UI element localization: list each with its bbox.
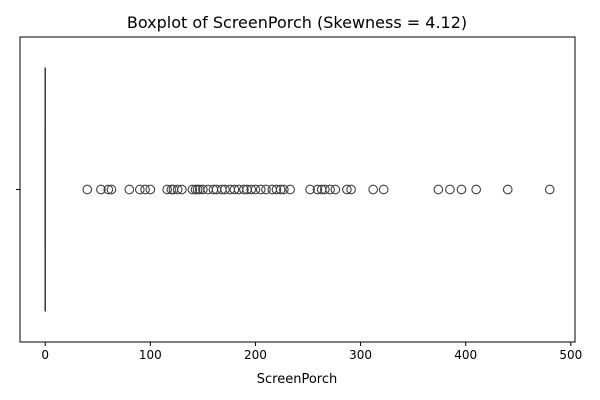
outlier-point <box>255 184 266 195</box>
x-axis-label: ScreenPorch <box>257 372 337 387</box>
outlier-point <box>445 184 455 195</box>
outlier-point <box>330 184 341 195</box>
outlier-point <box>198 184 208 195</box>
outlier-point <box>346 184 356 195</box>
outlier-point <box>319 184 330 195</box>
outlier-point <box>229 184 240 195</box>
outlier-point <box>378 184 389 195</box>
outlier-point <box>312 184 323 195</box>
chart-title: Boxplot of ScreenPorch (Skewness = 4.12) <box>127 13 467 32</box>
outlier-point <box>275 184 286 195</box>
outlier-point <box>134 184 145 195</box>
outlier-point <box>177 184 187 195</box>
x-tick-label: 100 <box>139 348 162 362</box>
outlier-point <box>145 184 156 195</box>
outlier-point <box>220 184 230 195</box>
outlier-point <box>172 184 183 195</box>
plot-area <box>44 67 555 312</box>
x-tick-label: 200 <box>244 348 267 362</box>
outlier-point <box>103 184 114 195</box>
outlier-point <box>471 184 482 195</box>
outlier-point <box>342 184 352 195</box>
outlier-point <box>106 184 117 195</box>
outlier-point <box>82 184 93 195</box>
outlier-point <box>124 184 135 195</box>
outlier-point <box>140 184 150 195</box>
outlier-point <box>325 184 335 195</box>
x-tick-label: 0 <box>41 348 49 362</box>
outlier-point <box>162 184 173 195</box>
outlier-point <box>305 184 315 195</box>
x-tick-label: 300 <box>349 348 372 362</box>
outlier-point <box>246 184 257 195</box>
axes-frame <box>19 36 576 343</box>
x-axis: 0 100 200 300 400 500 <box>41 342 582 362</box>
outlier-point <box>278 184 289 195</box>
outlier-point <box>285 184 295 195</box>
outlier-point <box>502 184 513 195</box>
x-tick-label: 500 <box>559 348 582 362</box>
outlier-point <box>96 184 106 195</box>
outlier-point <box>271 184 282 195</box>
outlier-point <box>239 184 249 195</box>
x-tick-label: 400 <box>454 348 477 362</box>
outlier-point <box>187 184 198 195</box>
outlier-point <box>250 184 261 195</box>
outlier-point <box>544 184 555 195</box>
outlier-point <box>456 184 467 195</box>
outlier-point <box>261 184 271 195</box>
outlier-point <box>433 184 444 195</box>
outlier-point <box>368 184 379 195</box>
